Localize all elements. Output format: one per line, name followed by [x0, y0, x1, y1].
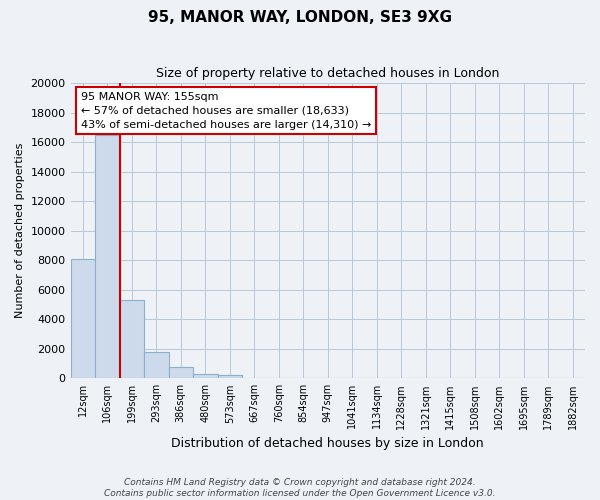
X-axis label: Distribution of detached houses by size in London: Distribution of detached houses by size …: [172, 437, 484, 450]
Bar: [193, 374, 218, 378]
Text: 95, MANOR WAY, LONDON, SE3 9XG: 95, MANOR WAY, LONDON, SE3 9XG: [148, 10, 452, 25]
Text: 95 MANOR WAY: 155sqm
← 57% of detached houses are smaller (18,633)
43% of semi-d: 95 MANOR WAY: 155sqm ← 57% of detached h…: [81, 92, 371, 130]
Text: Contains HM Land Registry data © Crown copyright and database right 2024.
Contai: Contains HM Land Registry data © Crown c…: [104, 478, 496, 498]
Bar: [119, 300, 144, 378]
Bar: [71, 258, 95, 378]
Title: Size of property relative to detached houses in London: Size of property relative to detached ho…: [156, 68, 499, 80]
Bar: [95, 134, 119, 378]
Bar: [169, 367, 193, 378]
Bar: [144, 352, 169, 378]
Bar: [218, 376, 242, 378]
Y-axis label: Number of detached properties: Number of detached properties: [15, 143, 25, 318]
